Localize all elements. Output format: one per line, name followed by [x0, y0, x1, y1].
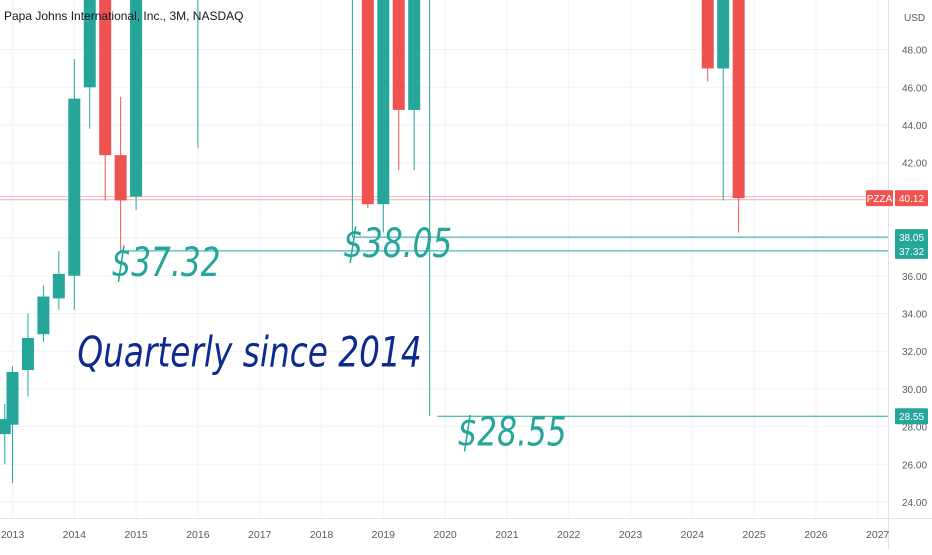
price-axis-tick-label: 42.00 [902, 159, 927, 170]
chart-annotation-text: $37.32 [111, 240, 220, 286]
candle-down[interactable] [701, 0, 714, 69]
time-axis-tick-label: 2018 [310, 529, 334, 541]
symbol-badge[interactable] [866, 190, 893, 207]
candle-up[interactable] [717, 0, 730, 69]
candle-up[interactable] [21, 338, 34, 371]
candle-up[interactable] [68, 98, 81, 276]
chart-annotation-text: $38.05 [343, 221, 452, 267]
price-axis-tick-label: 32.00 [902, 347, 927, 358]
level-price-badge[interactable] [895, 242, 928, 259]
level-price-badge[interactable] [895, 408, 928, 425]
time-axis-tick-label: 2015 [124, 529, 148, 541]
level-price-badge-text: 38.05 [899, 233, 924, 244]
time-axis-tick-label: 2021 [495, 529, 519, 541]
level-price-badge-text: 28.55 [899, 412, 924, 423]
candle-up[interactable] [52, 273, 65, 299]
candle-up[interactable] [83, 0, 96, 88]
candle-down[interactable] [114, 155, 127, 201]
price-axis-tick-label: 26.00 [902, 460, 927, 471]
price-axis-tick-label: 36.00 [902, 272, 927, 283]
time-axis-tick-label: 2020 [433, 529, 457, 541]
candle-up[interactable] [6, 371, 19, 425]
candle-down[interactable] [732, 0, 745, 199]
last-price-badge[interactable] [895, 190, 928, 207]
time-axis-tick-label: 2022 [557, 529, 581, 541]
time-axis-tick-label: 2026 [804, 529, 828, 541]
time-axis-tick-label: 2016 [186, 529, 210, 541]
time-axis-tick-label: 2014 [63, 529, 87, 541]
symbol-badge-text: PZZA [867, 194, 893, 205]
price-axis-tick-label: 30.00 [902, 385, 927, 396]
time-axis-tick-label: 2024 [681, 529, 705, 541]
time-axis-tick-label: 2019 [372, 529, 396, 541]
candle-up[interactable] [408, 0, 421, 110]
chart-annotation-text: Quarterly since 2014 [77, 327, 421, 376]
candle-down[interactable] [99, 0, 112, 156]
chart-title: Papa Johns International, Inc., 3M, NASD… [4, 9, 244, 23]
price-axis-tick-label: 46.00 [902, 83, 927, 94]
chart-annotation-text: $28.55 [457, 410, 566, 456]
price-axis-tick-label: 34.00 [902, 310, 927, 321]
candle-up[interactable] [377, 0, 390, 205]
candle-down[interactable] [392, 0, 405, 110]
time-axis-tick-label: 2025 [742, 529, 766, 541]
candle-up[interactable] [37, 296, 50, 335]
time-axis-tick-label: 2017 [248, 529, 272, 541]
time-axis-tick-label: 2013 [1, 529, 25, 541]
last-price-badge-text: 40.12 [899, 194, 924, 205]
candle-up[interactable] [0, 419, 11, 435]
price-axis-tick-label: 44.00 [902, 121, 927, 132]
level-price-badge-text: 37.32 [899, 247, 924, 258]
level-price-badge[interactable] [895, 229, 928, 246]
time-axis-tick-label: 2027 [866, 529, 890, 541]
price-axis-tick-label: 24.00 [902, 498, 927, 509]
time-axis-tick-label: 2023 [619, 529, 643, 541]
candles-group [0, 0, 888, 484]
price-axis-tick-label: 28.00 [902, 423, 927, 434]
price-axis-tick-label: 48.00 [902, 46, 927, 57]
candle-up[interactable] [130, 0, 143, 197]
currency-label: USD [904, 13, 925, 24]
candle-down[interactable] [361, 0, 374, 205]
